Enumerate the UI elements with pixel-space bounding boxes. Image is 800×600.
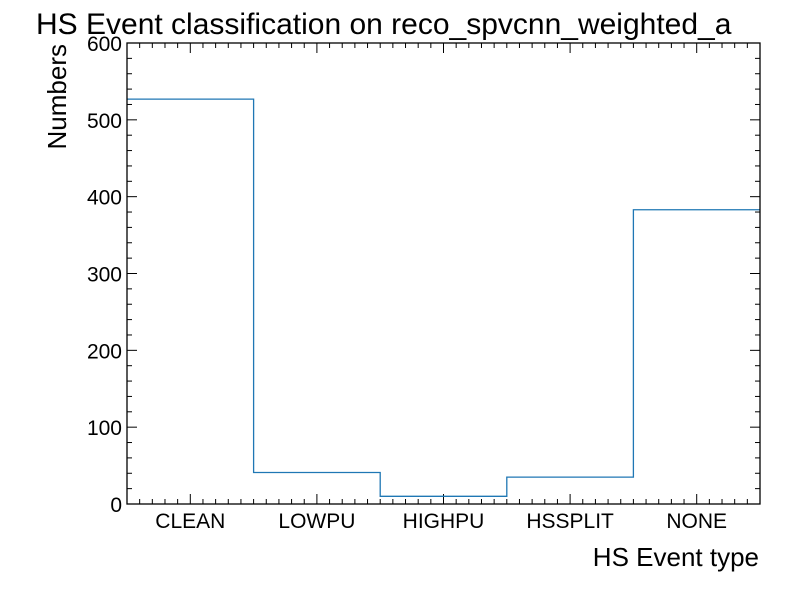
x-tick-label: HIGHPU [403, 510, 485, 533]
x-tick-label: LOWPU [278, 510, 355, 533]
x-axis-label: HS Event type [593, 542, 759, 572]
y-tick-labels: 0 100 200 300 400 500 600 [87, 33, 122, 517]
y-tick-label: 0 [110, 494, 122, 517]
x-tick-labels: CLEAN LOWPU HIGHPU HSSPLIT NONE [155, 510, 727, 533]
y-tick-label: 500 [87, 110, 122, 133]
plot-frame [126, 42, 761, 505]
histogram-step-line [127, 98, 760, 497]
y-tick-label: 600 [87, 33, 122, 56]
y-tick-label: 200 [87, 340, 122, 363]
y-axis-label: Numbers [42, 44, 72, 149]
y-tick-label: 100 [87, 417, 122, 440]
x-tick-label: NONE [666, 510, 727, 533]
y-tick-label: 400 [87, 187, 122, 210]
axis-ticks [127, 42, 760, 505]
y-tick-label: 300 [87, 264, 122, 287]
x-tick-label: HSSPLIT [526, 510, 614, 533]
chart-title: HS Event classification on reco_spvcnn_w… [36, 8, 732, 41]
x-tick-label: CLEAN [155, 510, 225, 533]
